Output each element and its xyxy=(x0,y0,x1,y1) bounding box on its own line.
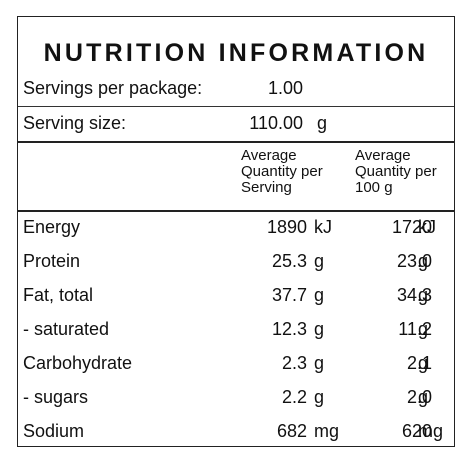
per-serving-unit: mg xyxy=(314,421,340,441)
per-serving-unit: g xyxy=(314,387,325,407)
per-100g-unit: g xyxy=(418,387,429,407)
per-100g-unit: mg xyxy=(418,421,444,441)
nutrient-name: - sugars xyxy=(23,387,89,407)
per-100g-value: 2.1 xyxy=(406,353,432,373)
per-serving-value: 1890 xyxy=(266,217,307,237)
per-serving-unit: g xyxy=(314,251,325,271)
column-header-per-serving: Average Quantity per Serving xyxy=(241,148,323,196)
column-header-line: Quantity per xyxy=(241,163,323,180)
per-100g-value: 1720 xyxy=(391,217,432,237)
nutrient-name: Fat, total xyxy=(23,285,94,305)
per-100g-unit: g xyxy=(418,285,429,305)
per-serving-value: 2.3 xyxy=(281,353,307,373)
per-serving-unit: g xyxy=(314,285,325,305)
servings-value: 1.00 xyxy=(267,78,303,98)
nutrient-name: Sodium xyxy=(23,421,85,441)
nutrient-name: - saturated xyxy=(23,319,110,339)
nutrition-panel: NUTRITION INFORMATION Servings per packa… xyxy=(17,16,455,447)
per-serving-value: 25.3 xyxy=(271,251,307,271)
per-serving-unit: g xyxy=(314,353,325,373)
per-100g-value: 23.0 xyxy=(396,251,432,271)
per-100g-unit: kJ xyxy=(418,217,436,237)
per-serving-unit: kJ xyxy=(314,217,332,237)
divider xyxy=(18,106,454,107)
per-100g-value: 34.3 xyxy=(396,285,432,305)
per-serving-value: 37.7 xyxy=(271,285,307,305)
serving-size-label: Serving size: xyxy=(23,113,127,133)
divider xyxy=(18,210,454,212)
per-100g-unit: g xyxy=(418,353,429,373)
nutrient-name: Carbohydrate xyxy=(23,353,133,373)
column-header-line: Average xyxy=(241,147,297,164)
column-header-line: Quantity per xyxy=(355,163,437,180)
per-serving-value: 2.2 xyxy=(281,387,307,407)
per-100g-value: 11.2 xyxy=(398,319,432,339)
column-header-line: Serving xyxy=(241,179,292,196)
serving-size-unit: g xyxy=(317,113,328,133)
nutrient-name: Energy xyxy=(23,217,81,237)
per-serving-value: 682 xyxy=(276,421,307,441)
per-100g-value: 2.0 xyxy=(406,387,432,407)
per-serving-unit: g xyxy=(314,319,325,339)
per-100g-value: 620 xyxy=(401,421,432,441)
serving-size-value: 110.00 xyxy=(249,113,303,133)
column-header-per-100g: Average Quantity per 100 g xyxy=(355,148,437,196)
per-serving-value: 12.3 xyxy=(271,319,307,339)
servings-label: Servings per package: xyxy=(23,78,203,98)
panel-title: NUTRITION INFORMATION xyxy=(43,39,429,67)
column-header-line: Average xyxy=(355,147,411,164)
nutrient-name: Protein xyxy=(23,251,81,271)
divider xyxy=(18,141,454,143)
per-100g-unit: g xyxy=(418,319,429,339)
per-100g-unit: g xyxy=(418,251,429,271)
column-header-line: 100 g xyxy=(355,179,393,196)
